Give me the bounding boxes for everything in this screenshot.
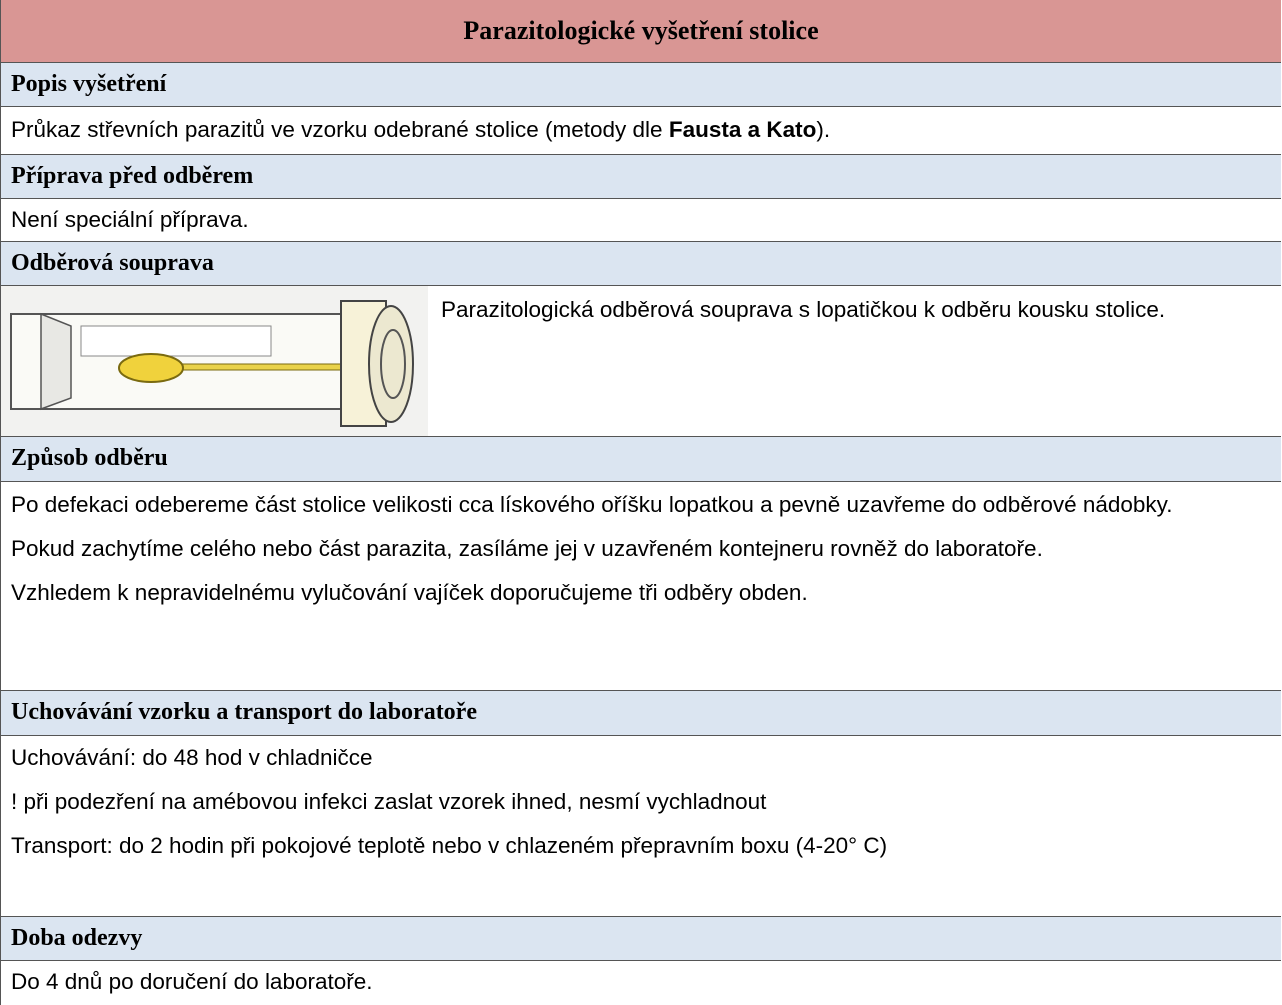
- section-body: Průkaz střevních parazitů ve vzorku odeb…: [0, 106, 1281, 154]
- tube-inner: [80, 325, 272, 357]
- paragraph: Vzhledem k nepravidelnému vylučování vaj…: [11, 580, 808, 605]
- section-heading: Popis vyšetření: [0, 62, 1281, 106]
- sampling-kit-image: [1, 286, 428, 436]
- section-body: Po defekaci odebereme část stolice velik…: [0, 481, 1281, 690]
- paragraph: Transport: do 2 hodin při pokojové teplo…: [11, 833, 888, 858]
- title-row: Parazitologické vyšetření stolice: [0, 0, 1281, 62]
- section-heading: Uchovávání vzorku a transport do laborat…: [0, 690, 1281, 735]
- section-body: Parazitologická odběrová souprava s lopa…: [0, 285, 1281, 436]
- text: Průkaz střevních parazitů ve vzorku odeb…: [11, 117, 669, 142]
- spoon: [118, 353, 184, 383]
- paragraph: Pokud zachytíme celého nebo část parazit…: [11, 536, 1043, 561]
- section-body: Uchovávání: do 48 hod v chladničce ! při…: [0, 735, 1281, 916]
- paragraph: Parazitologická odběrová souprava s lopa…: [441, 297, 1166, 322]
- paragraph: Průkaz střevních parazitů ve vzorku odeb…: [11, 112, 1271, 148]
- paragraph: ! při podezření na amébovou infekci zasl…: [11, 789, 767, 814]
- section-heading: Doba odezvy: [0, 916, 1281, 960]
- paragraph: Není speciální příprava.: [11, 207, 249, 232]
- section-body: Není speciální příprava.: [0, 198, 1281, 241]
- paragraph: Po defekaci odebereme část stolice velik…: [11, 492, 1173, 517]
- bold-text: Fausta a Kato: [668, 117, 817, 142]
- section-body: Do 4 dnů po doručení do laboratoře.: [0, 960, 1281, 1005]
- section-heading: Příprava před odběrem: [0, 154, 1281, 198]
- text: ).: [816, 117, 831, 142]
- tube-cap-end: [40, 312, 72, 411]
- paragraph: Do 4 dnů po doručení do laboratoře.: [11, 969, 373, 994]
- paragraph: Uchovávání: do 48 hod v chladničce: [11, 745, 373, 770]
- lid-face: [368, 305, 414, 423]
- title: Parazitologické vyšetření stolice: [463, 16, 819, 45]
- section-heading: Způsob odběru: [0, 436, 1281, 481]
- section-heading: Odběrová souprava: [0, 241, 1281, 285]
- lid-ring: [380, 329, 406, 399]
